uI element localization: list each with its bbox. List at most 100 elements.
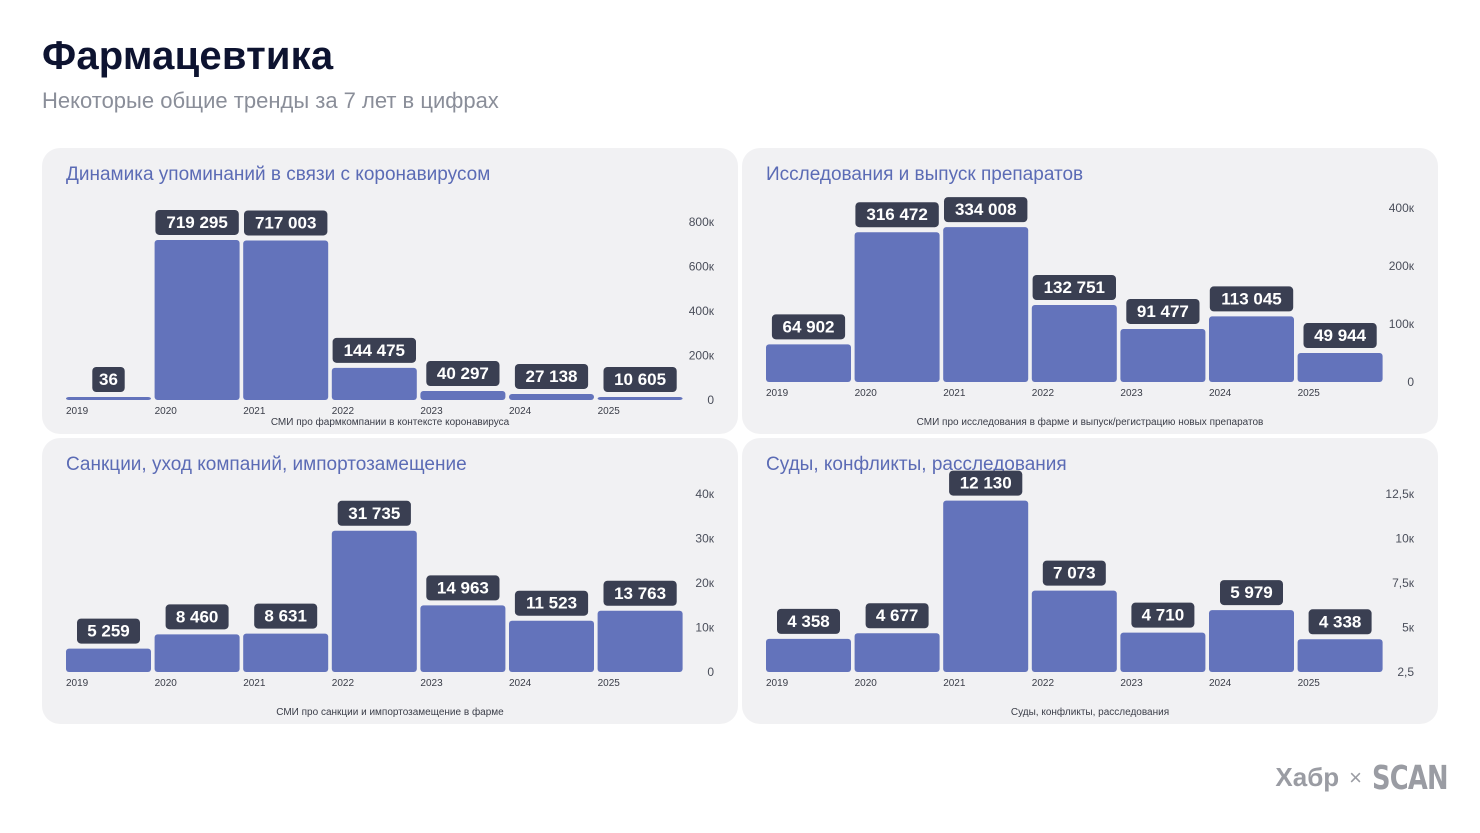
bar-2022 <box>1031 305 1117 382</box>
bar-2021 <box>243 633 329 672</box>
value-label-bg <box>337 500 411 526</box>
chart-panel-courts: Суды, конфликты, расследования 2,5 5к 7,5к… <box>742 438 1438 724</box>
chart-title: Исследования и выпуск препаратов <box>766 164 1084 185</box>
x-tick-label: 2021 <box>243 678 266 689</box>
x-tick-label: 2020 <box>155 678 178 689</box>
value-label: 334 008 <box>955 200 1016 219</box>
x-tick-label: 2022 <box>1032 678 1055 689</box>
bar-2025 <box>1297 639 1383 672</box>
value-label: 4 710 <box>1142 606 1185 625</box>
y-tick-label: 100к <box>1389 317 1415 331</box>
x-tick-label: 2020 <box>855 388 878 399</box>
chart-panel-covid: Динамика упоминаний в связи с коронавиру… <box>42 148 738 434</box>
bar-2021 <box>943 500 1029 672</box>
bar-2020 <box>854 232 940 382</box>
bar-2022 <box>1031 590 1117 672</box>
y-tick-label: 600к <box>689 260 715 274</box>
page-title: Фармацевтика <box>42 34 334 78</box>
value-label: 717 003 <box>255 213 316 232</box>
bar-2020 <box>154 634 240 672</box>
y-tick-label: 12,5к <box>1385 487 1414 501</box>
bar-2025 <box>597 397 683 400</box>
value-label-bg <box>92 367 125 392</box>
x-tick-label: 2019 <box>766 678 789 689</box>
bar-2022 <box>331 530 417 672</box>
value-label: 4 358 <box>787 612 830 631</box>
value-label-bg <box>1308 609 1372 635</box>
x-tick-label: 2023 <box>1120 388 1143 399</box>
chart-courts: 2,5 5к 7,5к 10к 12,5к 4 358 2019 4 677 2020 12 13… <box>766 470 1415 718</box>
value-label: 8 460 <box>176 607 219 626</box>
y-tick-label: 400к <box>689 304 715 318</box>
chart-title: Санкции, уход компаний, импортозамещение <box>66 454 467 475</box>
x-tick-label: 2022 <box>332 406 355 417</box>
x-tick-label: 2025 <box>598 678 621 689</box>
value-label: 64 902 <box>783 317 835 336</box>
y-tick-label: 20к <box>695 576 714 590</box>
x-axis-label: СМИ про фармкомпании в контексте коронав… <box>271 416 510 428</box>
value-label: 113 045 <box>1221 289 1282 308</box>
x-tick-label: 2019 <box>66 406 89 417</box>
value-label-bg <box>603 367 677 392</box>
y-tick-label: 0 <box>1407 375 1414 389</box>
value-label: 36 <box>99 370 118 389</box>
value-label-bg <box>771 314 846 340</box>
bar-2021 <box>943 227 1029 382</box>
bar-2021 <box>243 240 329 400</box>
y-tick-label: 10к <box>1395 532 1414 546</box>
x-tick-label: 2021 <box>943 388 966 399</box>
y-tick-label: 30к <box>695 532 714 546</box>
value-label: 49 944 <box>1314 326 1367 345</box>
value-label-bg <box>514 363 589 389</box>
bar-2023 <box>420 391 506 400</box>
x-tick-label: 2022 <box>1032 388 1055 399</box>
value-label: 8 631 <box>264 607 307 626</box>
value-label: 5 259 <box>87 622 130 641</box>
value-label-bg <box>254 603 318 629</box>
y-tick-label: 10к <box>695 621 714 635</box>
value-label-bg <box>1032 275 1116 301</box>
value-label-bg <box>865 603 929 629</box>
value-label-bg <box>1126 298 1200 324</box>
value-label-bg <box>165 604 229 630</box>
value-label-bg <box>777 608 840 634</box>
value-label: 132 751 <box>1044 278 1105 297</box>
value-label: 5 979 <box>1230 583 1273 602</box>
value-label: 719 295 <box>166 213 227 232</box>
y-tick-label: 800к <box>689 215 715 229</box>
value-label-bg <box>426 575 500 601</box>
x-tick-label: 2022 <box>332 678 355 689</box>
value-label: 27 138 <box>526 367 578 386</box>
bar-2024 <box>509 393 594 400</box>
value-label-bg <box>244 210 328 236</box>
x-tick-label: 2025 <box>1298 678 1321 689</box>
value-label: 40 297 <box>437 364 489 383</box>
bar-2024 <box>509 620 594 672</box>
x-tick-label: 2025 <box>598 406 621 417</box>
bar-2019 <box>766 638 851 672</box>
value-label-bg <box>855 202 939 228</box>
value-label: 31 735 <box>348 504 400 523</box>
page-subtitle: Некоторые общие тренды за 7 лет в цифрах <box>42 88 499 113</box>
y-tick-label: 200к <box>689 349 715 363</box>
x-tick-label: 2020 <box>155 406 178 417</box>
x-tick-label: 2023 <box>1120 678 1143 689</box>
footer-logo: Хабр × SCAN <box>1275 758 1448 797</box>
bar-2020 <box>854 633 940 672</box>
value-label-bg <box>1042 560 1106 586</box>
value-label: 4 677 <box>876 606 919 625</box>
chart-sanctions: 0 10к 20к 30к 40к 5 259 2019 8 460 2020 8 631 2021… <box>66 487 715 718</box>
bar-2023 <box>1120 328 1206 382</box>
bar-2022 <box>331 367 417 400</box>
y-tick-label: 7,5к <box>1392 576 1415 590</box>
value-label: 13 763 <box>614 584 666 603</box>
x-axis-label: СМИ про санкции и импортозамещение в фар… <box>276 706 504 718</box>
value-label: 10 605 <box>614 370 666 389</box>
bar-2020 <box>154 239 240 400</box>
x-axis-label: Суды, конфликты, расследования <box>1011 706 1169 718</box>
value-label: 12 130 <box>960 474 1012 493</box>
y-tick-label: 0 <box>707 393 714 407</box>
x-tick-label: 2023 <box>420 678 443 689</box>
x-tick-label: 2025 <box>1298 388 1321 399</box>
bar-2019 <box>66 397 151 400</box>
